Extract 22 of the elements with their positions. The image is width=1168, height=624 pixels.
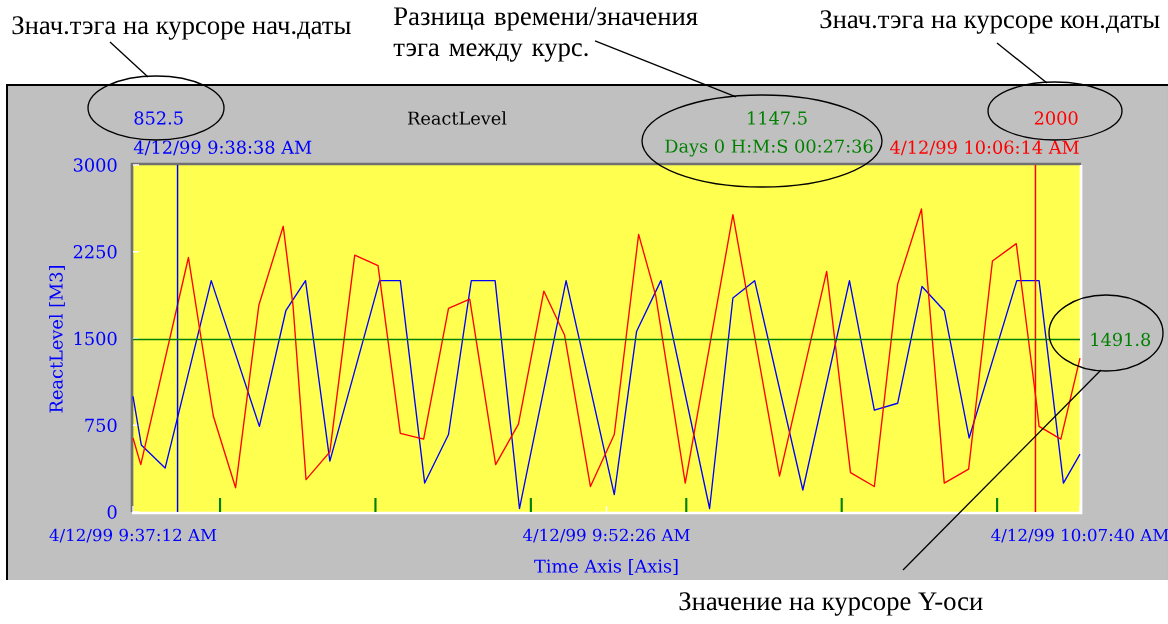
text: 2000: [1034, 111, 1078, 125]
y-tick-label: 750: [85, 418, 117, 432]
y-tick-label: 2250: [73, 245, 117, 259]
x-tick-label: 4/12/99 10:07:40 AM: [991, 528, 1168, 543]
y-tick-label: 1500: [74, 331, 117, 346]
ref-line-label: 4/12/99 10:06:14 AM: [890, 140, 1079, 156]
ref-line-label: 1491.8: [1091, 332, 1151, 347]
text: Days 0 H:M:S 00:27:36: [665, 139, 873, 157]
text: Значение на курсоре Y-оси: [679, 592, 983, 616]
y-axis-title: ReactLevel [M3]: [49, 266, 65, 413]
ref-line-label: 4/12/99 9:38:38 AM: [133, 140, 312, 156]
text: Знач.тэга на курсоре кон.даты: [820, 10, 1160, 34]
x-tick-label: 4/12/99 9:37:12 AM: [49, 528, 217, 543]
text: 1147.5: [748, 111, 807, 125]
x-axis-title: Time Axis [Axis]: [534, 559, 678, 575]
text: Разница времени/значения тэга между курс.: [393, 7, 698, 62]
y-tick-label: 3000: [73, 158, 117, 172]
text: 852.5: [134, 111, 183, 125]
chart-title: ReactLevel: [407, 111, 507, 125]
x-tick-label: 4/12/99 9:52:26 AM: [522, 528, 690, 543]
y-tick-label: 0: [107, 505, 117, 519]
text: Знач.тэга на курсоре нач.даты: [12, 16, 351, 40]
